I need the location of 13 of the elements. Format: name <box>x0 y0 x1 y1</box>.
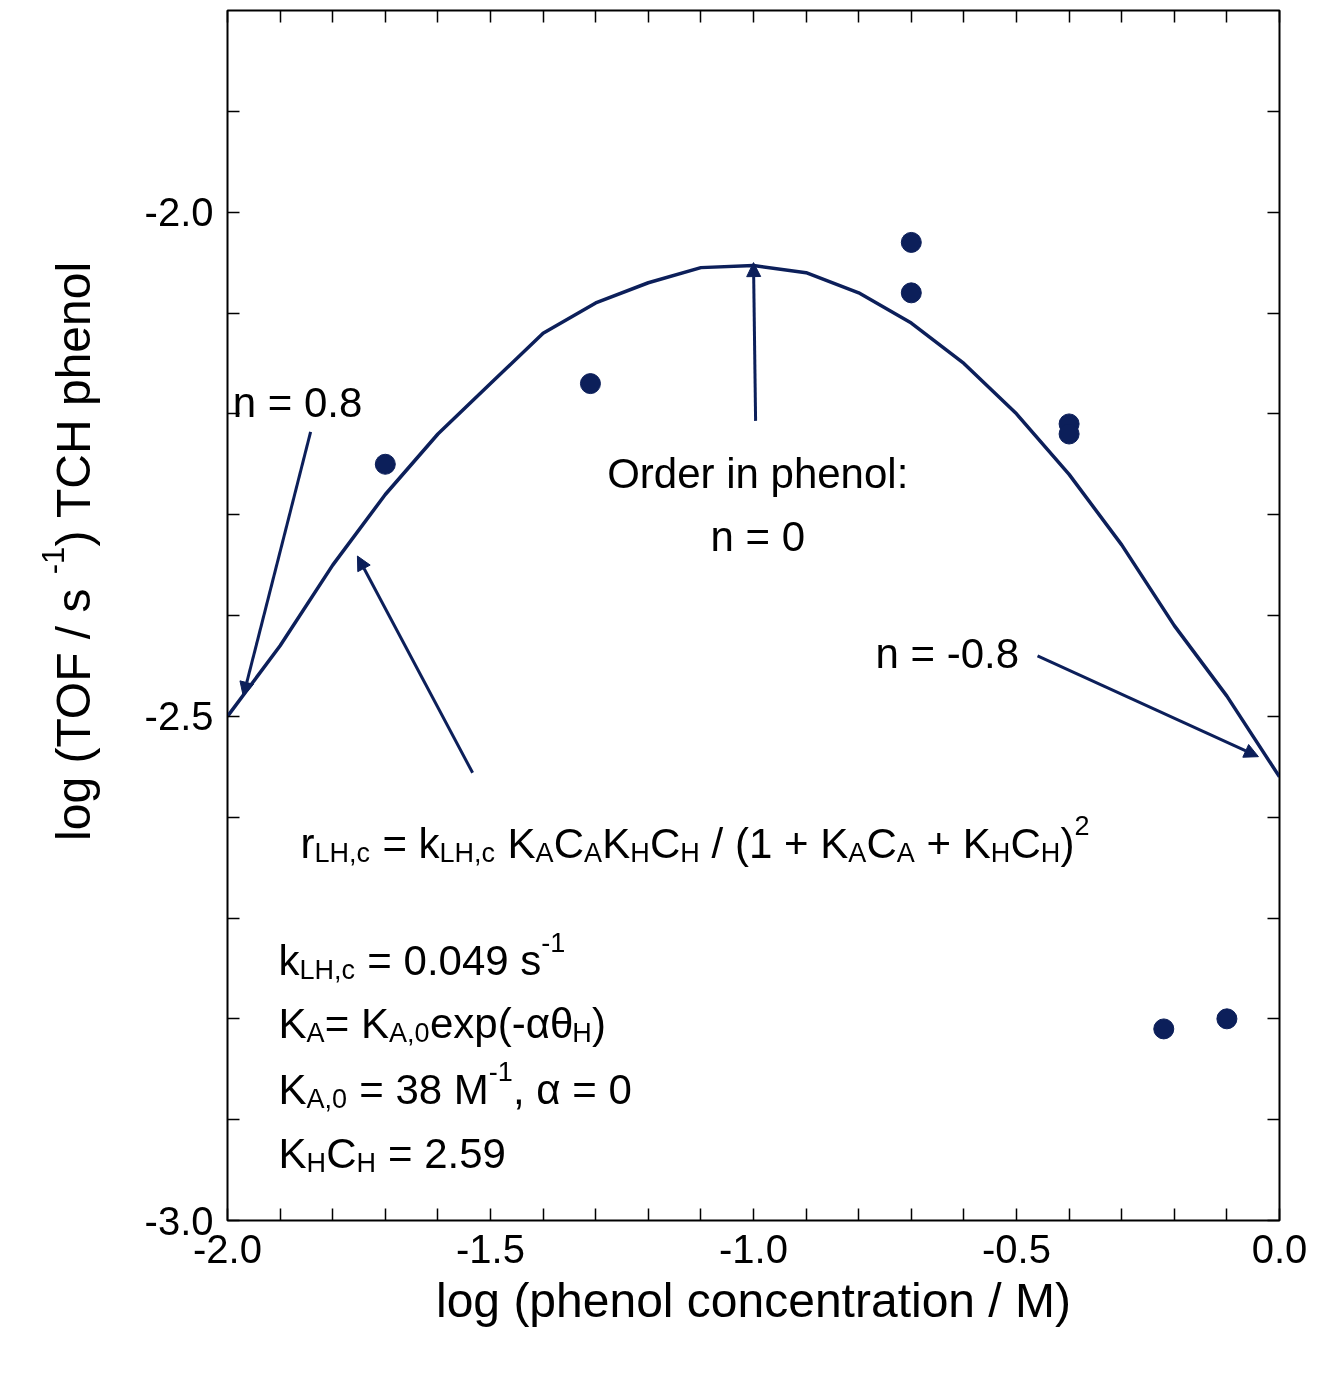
x-tick-label: -0.5 <box>982 1226 1051 1271</box>
annotation: KHCH = 2.59 <box>278 1130 506 1179</box>
annotation: KA= KA,0exp(-αθH) <box>278 1000 607 1049</box>
x-axis-title: log (phenol concentration / M) <box>435 1273 1072 1327</box>
annotation: Order in phenol: n = 0 <box>607 449 909 560</box>
annotation: n = 0.8 <box>232 379 363 427</box>
annotation: n = -0.8 <box>875 630 1020 678</box>
y-tick-label: -2.0 <box>144 190 214 235</box>
y-tick-label: -2.5 <box>144 694 214 739</box>
x-tick-label: -1.0 <box>719 1226 788 1271</box>
x-tick-label: 0.0 <box>1251 1226 1308 1271</box>
y-axis-title: log (TOF / s-1) TCH phenol <box>35 261 100 841</box>
x-tick-label: -1.5 <box>456 1226 525 1271</box>
